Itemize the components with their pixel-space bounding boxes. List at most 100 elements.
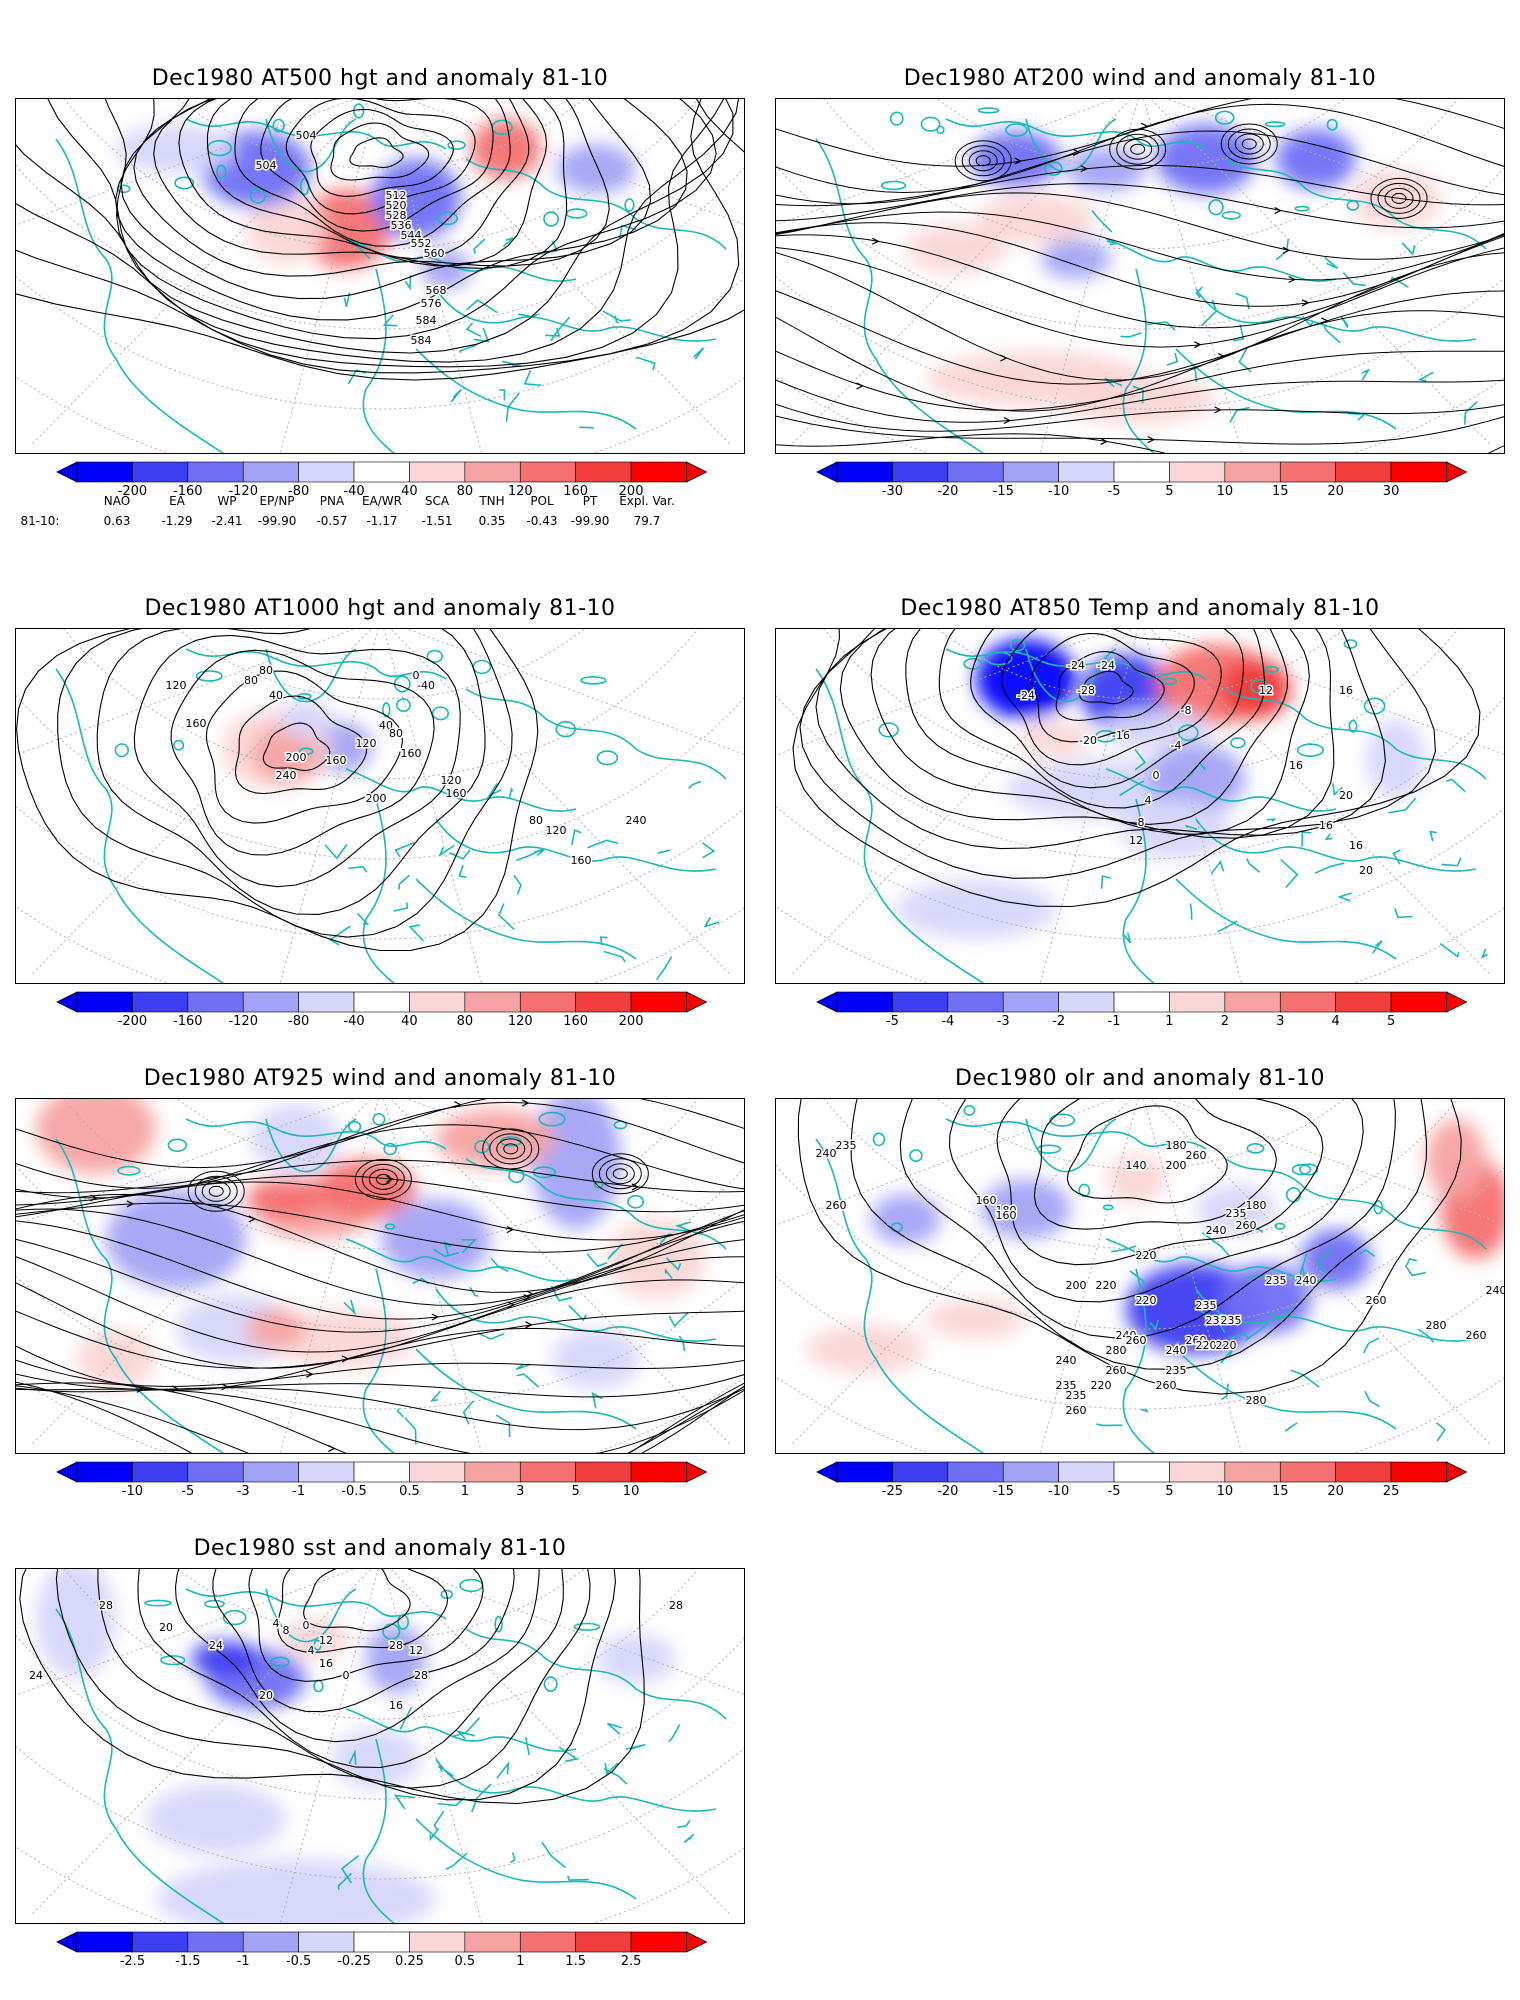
contour-line: [16, 629, 539, 952]
country-border: [515, 1363, 530, 1371]
streamline: [16, 1256, 744, 1353]
country-border: [1220, 1383, 1229, 1401]
meridian: [1039, 99, 1139, 453]
colorbar-swatches: [816, 991, 1468, 1013]
island-outline: [195, 670, 223, 682]
country-border: [1332, 782, 1343, 797]
contour-label: 235: [1221, 1314, 1242, 1327]
island-outline: [889, 111, 904, 126]
colorbar-swatch: [1279, 991, 1336, 1013]
anomaly-blob: [281, 699, 331, 739]
country-border: [1342, 271, 1366, 287]
coastline: [362, 1738, 395, 1923]
country-border: [343, 292, 351, 307]
coastline: [55, 668, 225, 983]
vortex-ring: [975, 155, 991, 167]
streamline: [16, 1310, 744, 1369]
contour-label: 235: [836, 1139, 857, 1152]
contour-label: 260: [1126, 1334, 1147, 1347]
streamline: [16, 1279, 744, 1369]
vortex-ring: [1377, 182, 1421, 214]
island-outline: [1326, 118, 1338, 131]
streamline-arrow: [1100, 437, 1108, 445]
teleconnection-header: TNH: [479, 494, 505, 508]
latitude-circle: [16, 805, 744, 940]
anomaly-shading: [221, 699, 373, 789]
country-border: [586, 1253, 608, 1268]
country-border: [657, 849, 671, 854]
vortex-ring: [612, 1168, 628, 1180]
country-border: [502, 237, 514, 248]
contour-label: 280: [1426, 1319, 1447, 1332]
coastline: [1225, 1158, 1487, 1250]
contour-label: -28: [1077, 684, 1095, 697]
meridian: [1166, 1099, 1504, 1225]
streamline-arrow: [1000, 354, 1008, 362]
country-border: [462, 1400, 475, 1425]
colorbar-swatch: [76, 1461, 133, 1483]
contour-line: [1055, 651, 1165, 721]
coastline: [1025, 648, 1117, 703]
streamline: [776, 192, 1504, 260]
panel-hgt500: Dec1980 AT500 hgt and anomaly 81-10 504 5…: [15, 60, 745, 555]
streamline: [16, 1359, 744, 1387]
meridian: [1143, 99, 1243, 453]
colorbar-swatch: [409, 991, 466, 1013]
streamline-arrow: [521, 1099, 530, 1107]
colorbar-tick-label: -2.5: [119, 1954, 146, 1969]
meridian: [279, 1099, 379, 1453]
island-outline: [1294, 205, 1310, 212]
vortex-ring: [1234, 133, 1264, 155]
colorbar-swatch: [1058, 461, 1115, 483]
coastlines: [55, 1111, 727, 1453]
meridian: [279, 629, 379, 983]
island-outline: [313, 1679, 324, 1693]
vortex-ring: [503, 1143, 519, 1155]
country-border: [599, 936, 608, 946]
colorbar-swatch: [1335, 1461, 1392, 1483]
island-outline: [459, 1578, 484, 1593]
coastline: [465, 158, 727, 250]
country-border: [677, 1819, 691, 1829]
contour-label: 220: [1136, 1249, 1157, 1262]
colorbar-swatch: [76, 1931, 133, 1953]
meridian: [383, 99, 483, 453]
island-outline: [216, 164, 227, 180]
contour-label: 240: [1056, 1354, 1077, 1367]
country-border: [1229, 1332, 1249, 1340]
country-border: [1439, 943, 1460, 958]
contour-line: [1079, 670, 1134, 705]
streamline: [776, 99, 1504, 167]
country-border: [505, 392, 520, 422]
anomaly-blob: [871, 1194, 941, 1244]
colorbar: -200 -160 -120 -80 -40 40 80 120 160 200: [56, 991, 708, 1034]
streamline-arrow: [1301, 299, 1310, 307]
colorbar-tick-label: 5: [1165, 484, 1174, 499]
contour-label: 160: [326, 754, 347, 767]
colorbar-tick-label: 120: [507, 484, 533, 499]
lat-lon-grid: [16, 1569, 744, 1923]
colorbar-swatch: [519, 1461, 576, 1483]
anomaly-blob: [981, 1179, 1071, 1239]
island-outline: [1299, 1163, 1319, 1176]
colorbar-swatch: [1224, 461, 1281, 483]
vortex-ring: [954, 140, 1012, 182]
streamline-arrow: [1217, 352, 1226, 361]
colorbar-swatch: [1335, 991, 1392, 1013]
streamline: [776, 415, 1504, 445]
meridian: [16, 99, 356, 226]
streamline-arrow: [126, 1200, 135, 1208]
colorbar-tick-label: 30: [1382, 484, 1400, 499]
streamline-arrow: [525, 1321, 533, 1329]
contour-label: 260: [1236, 1219, 1257, 1232]
country-border: [1106, 240, 1119, 246]
vortex-ring: [368, 1168, 398, 1190]
anomaly-blob: [251, 726, 321, 782]
country-border: [408, 924, 425, 942]
anomaly-blob: [191, 1641, 261, 1677]
country-border: [1429, 830, 1437, 842]
colorbar-swatch: [1169, 1461, 1226, 1483]
contour-label: 160: [401, 747, 422, 760]
country-border: [1337, 892, 1352, 902]
colorbar-tick-label: -40: [343, 1014, 365, 1029]
